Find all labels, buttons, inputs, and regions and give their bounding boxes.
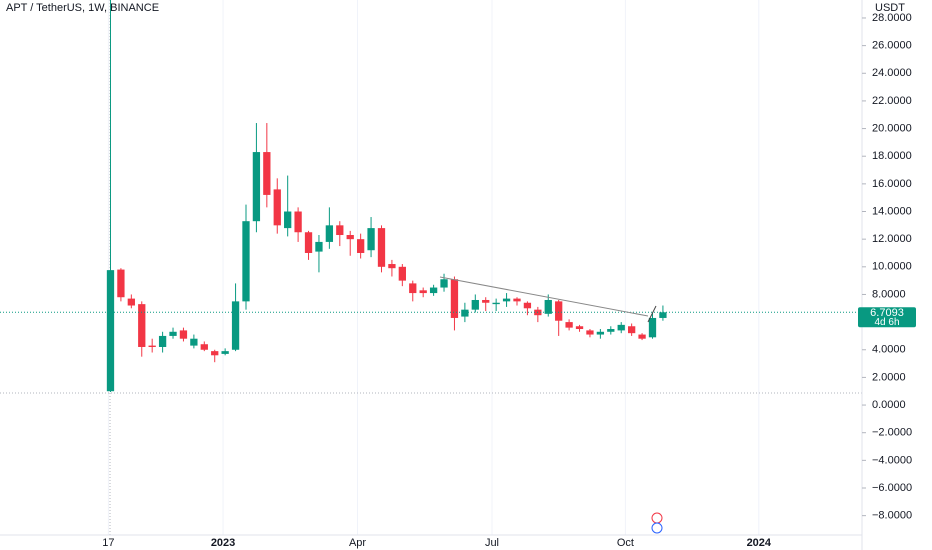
candle-body [638,334,646,339]
y-tick-label: −2.0000 [872,427,912,439]
candle-body [523,302,532,309]
candle-body [607,329,615,332]
unit-label: USDT [875,2,905,14]
candle-body [388,264,396,269]
candle-body [242,221,250,302]
candle-body [169,331,177,336]
x-tick-label: 17 [102,537,114,549]
trend-line [439,276,649,317]
y-tick-label: 8.0000 [872,288,906,300]
candle-body [190,338,198,346]
x-tick-label: 2023 [211,537,235,549]
candle-body [127,298,135,306]
candle-body [586,330,594,335]
y-tick-label: 16.0000 [872,178,912,190]
candle-body [429,287,438,294]
candle-body [627,326,636,334]
candle-body [231,301,240,350]
candle-body [315,241,323,252]
candle-body [377,228,386,267]
candle-body [648,317,657,338]
candle-body [471,299,479,310]
candle-body [200,344,208,350]
candle-body [106,270,115,392]
grid [107,0,760,535]
candle-body [148,345,156,347]
candle-body [440,279,448,288]
y-tick-label: −8.0000 [872,510,912,522]
x-tick-label: 2024 [747,537,772,549]
chart-title: APT / TetherUS, 1W, BINANCE [6,2,159,14]
candle-body [356,239,365,253]
candle-body [419,290,427,294]
y-tick-label: 14.0000 [872,205,912,217]
x-tick-label: Oct [617,537,634,549]
candle-body [158,335,167,347]
event-icon[interactable] [651,522,663,534]
candle-body [304,232,313,253]
price-label: 6.7093 [870,307,904,319]
candle-body [117,269,125,298]
candle-body [461,309,469,317]
y-tick-label: 10.0000 [872,261,912,273]
y-tick-label: 26.0000 [872,40,912,52]
y-tick-label: −6.0000 [872,482,912,494]
candle-body [575,326,584,330]
candle-body [617,324,625,331]
candle-body [398,266,406,281]
candle-body [513,298,521,302]
candle-body [221,351,229,354]
y-tick-label: 24.0000 [872,67,912,79]
candle-body [336,225,344,236]
candle-body [346,235,354,240]
event-icon[interactable] [651,512,663,524]
candle-body [367,228,375,251]
price-tag [858,307,916,328]
y-tick-label: 0.0000 [872,399,906,411]
candle-body [273,189,281,226]
y-tick-label: 12.0000 [872,233,912,245]
y-tick-label: 18.0000 [872,150,912,162]
x-tick-label: Jul [485,537,499,549]
candle-body [252,152,261,222]
candle-body [409,283,417,294]
candle-body [294,211,302,233]
candle-body [179,330,188,339]
candle-body [138,304,146,347]
y-tick-label: 28.0000 [872,12,912,24]
trend-arrow [647,305,657,323]
y-tick-label: 4.0000 [872,344,906,356]
x-tick-label: Apr [349,537,366,549]
candle-body [325,225,334,242]
candle-body [482,299,490,303]
candle-body [450,279,459,318]
y-tick-label: −4.0000 [872,454,912,466]
axes: 28.0000 26.0000 24.0000 22.0000 20.0000 18.00… [102,12,916,549]
countdown-label: 4d 6h [874,317,899,328]
candle-body [659,312,667,318]
candle-body [565,322,573,328]
candle-body [492,302,500,305]
candle-body [502,298,511,302]
candle-body [555,301,563,321]
candle-body [596,331,605,335]
y-tick-label: 2.0000 [872,371,906,383]
candle-body [544,299,552,314]
candle-body [263,152,271,195]
candles [0,0,862,393]
y-tick-label: 22.0000 [872,95,912,107]
candle-body [211,351,219,356]
y-tick-label: 20.0000 [872,122,912,134]
candle-body [284,211,292,229]
